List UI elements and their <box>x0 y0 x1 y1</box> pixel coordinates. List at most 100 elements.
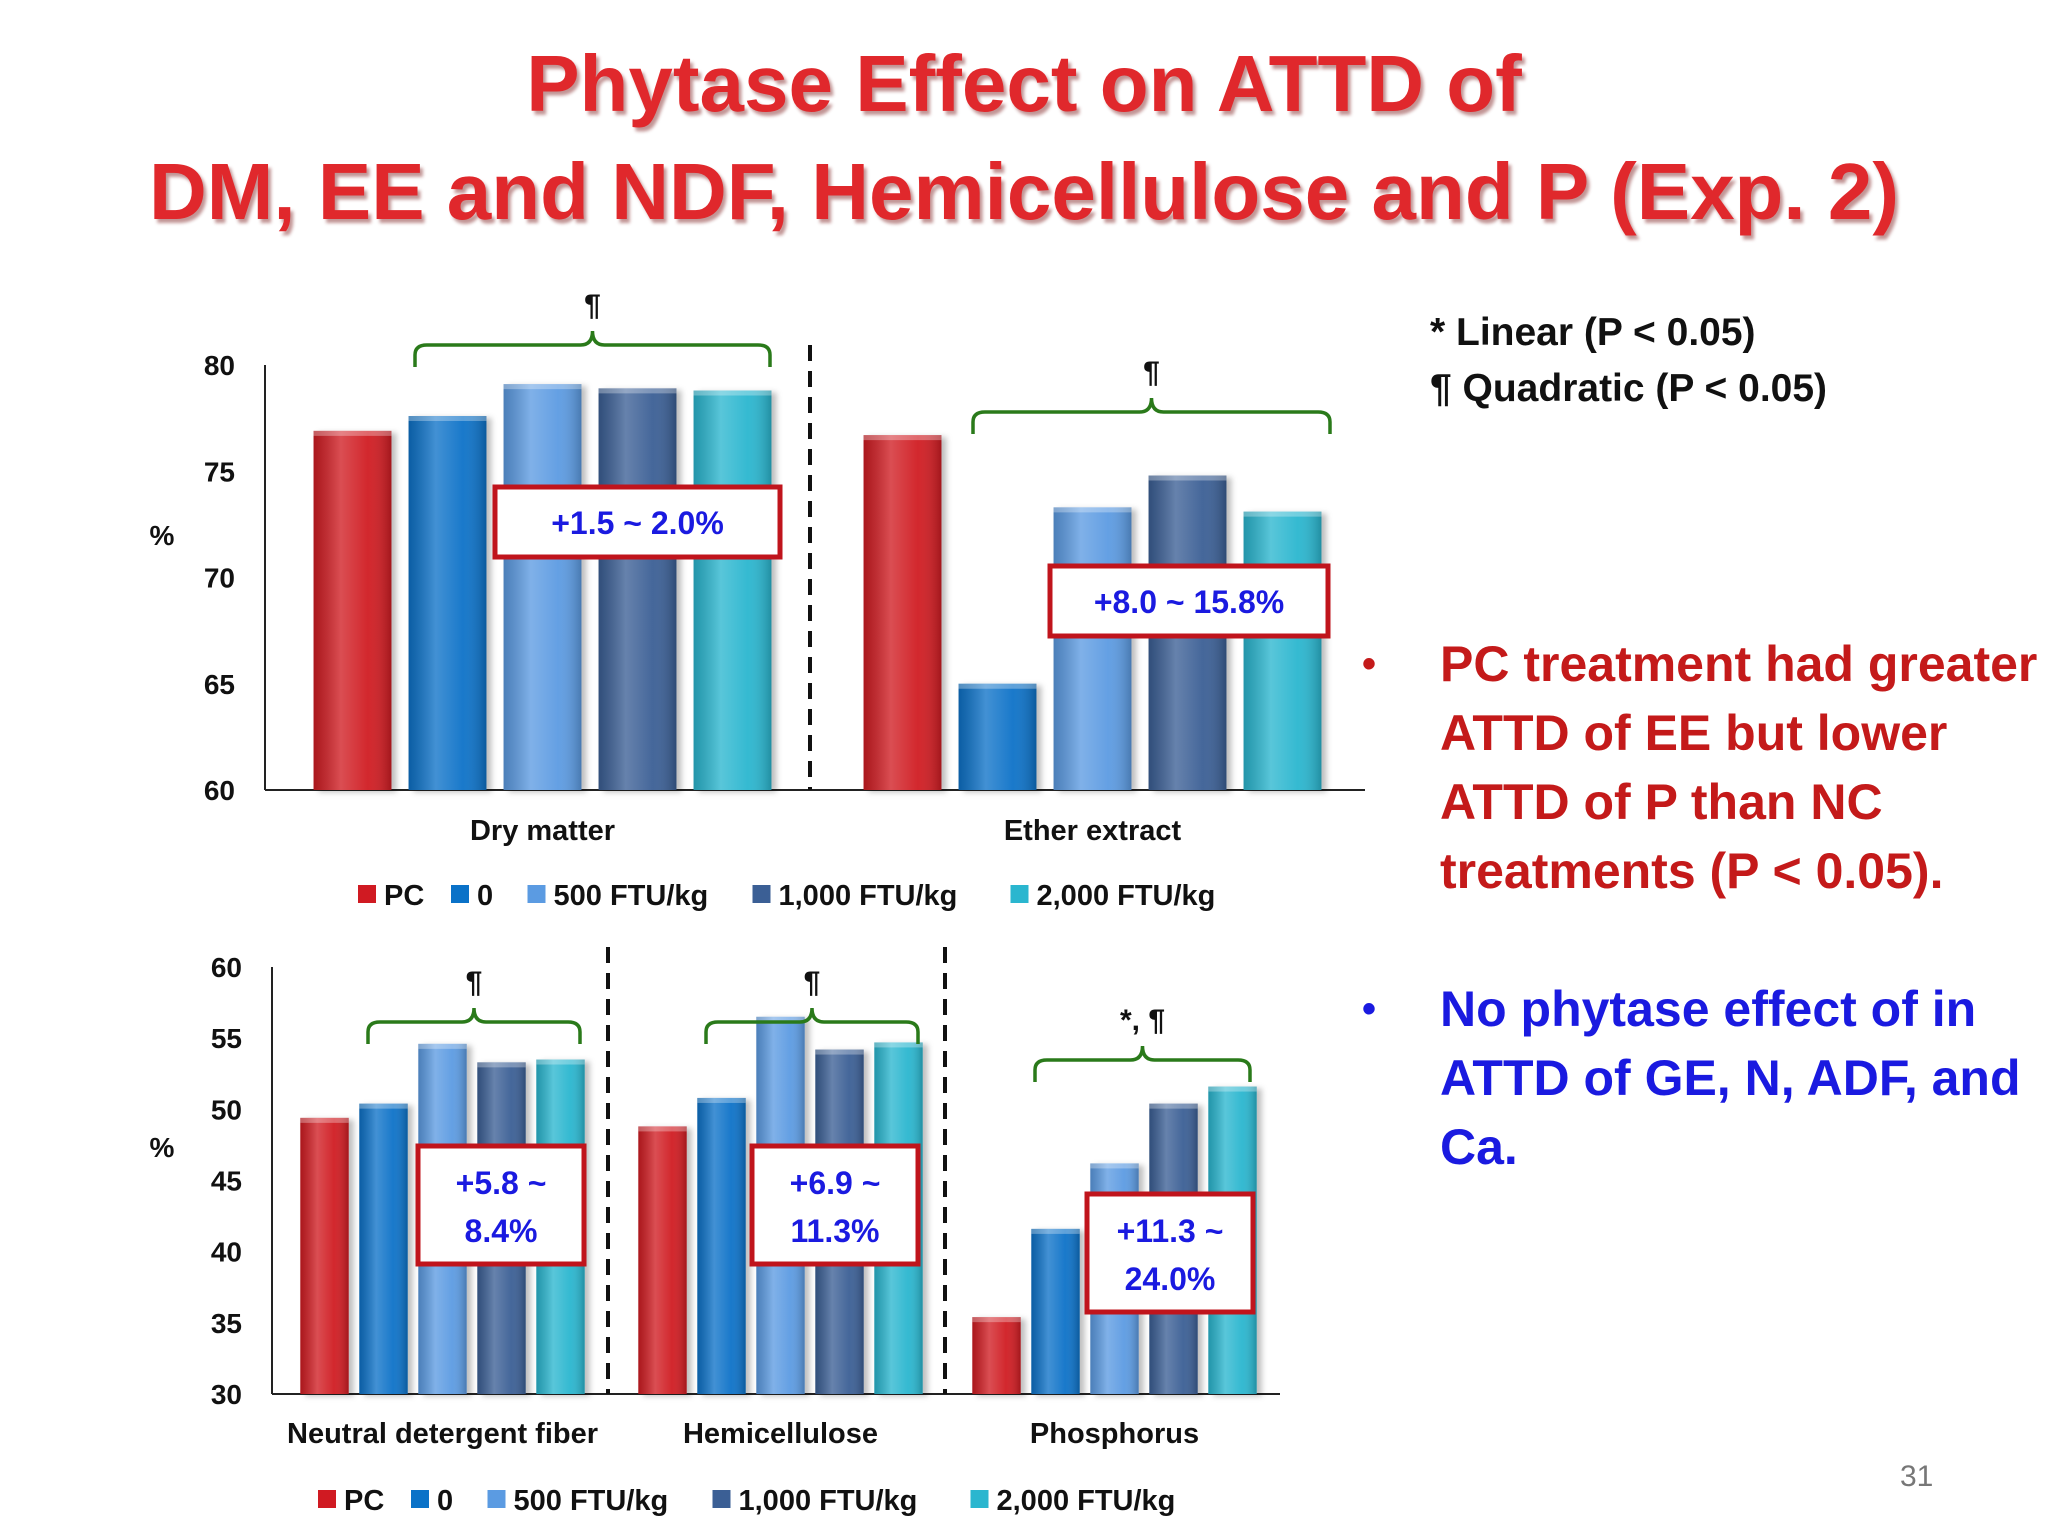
chart-bottom: 30 35 40 45 50 55 60% Neutral detergent fiber He… <box>150 947 1280 1517</box>
bar-hemicellulose-0-top <box>697 1097 746 1103</box>
legend-swatch-500-ftu-kg <box>487 1490 506 1508</box>
significance-notes: * Linear (P < 0.05) ¶ Quadratic (P < 0.0… <box>1430 305 1827 417</box>
bar-dry-matter-pc-top <box>313 430 392 436</box>
significance-mark: *, ¶ <box>1120 1004 1165 1037</box>
legend-label-2-000-ftu-kg: 2,000 FTU/kg <box>997 1485 1176 1517</box>
bar-phosphorus-2-000-ftu-kg-top <box>1208 1086 1257 1092</box>
bar-ether-extract-2-000-ftu-kg-top <box>1243 511 1322 517</box>
legend-swatch-pc <box>358 885 376 903</box>
y-tick-label: 30 <box>211 1379 242 1410</box>
bar-ether-extract-0-gloss <box>958 683 1037 790</box>
bar-dry-matter-0-gloss <box>408 416 487 790</box>
bar-dry-matter-0-top <box>408 416 487 421</box>
y-tick-label: 65 <box>204 669 235 700</box>
y-tick-label: 35 <box>211 1308 242 1339</box>
y-tick-label: 80 <box>204 350 235 381</box>
bar-hemicellulose-0-gloss <box>697 1097 746 1394</box>
bullet-2-text: No phytase effect of in ATTD of GE, N, A… <box>1440 981 2021 1175</box>
legend-swatch-0 <box>451 885 469 903</box>
bar-dry-matter-500-ftu-kg-gloss <box>503 384 582 790</box>
callout-text: +8.0 ~ 15.8% <box>1094 584 1284 620</box>
title-line-1: Phytase Effect on ATTD of <box>526 39 1522 128</box>
bar-neutral-detergent-fiber-pc-top <box>300 1117 349 1123</box>
callout-text-line1: +6.9 ~ <box>790 1165 881 1201</box>
bar-ether-extract-500-ftu-kg-gloss <box>1053 507 1132 790</box>
bullet-1-text: PC treatment had greater ATTD of EE but … <box>1440 636 2038 899</box>
callout-text-line2: 24.0% <box>1125 1261 1216 1297</box>
callout-box <box>749 1143 921 1267</box>
bar-dry-matter-pc-gloss <box>313 430 392 790</box>
bar-neutral-detergent-fiber-0-gloss <box>359 1103 408 1394</box>
bar-hemicellulose-2-000-ftu-kg-top <box>874 1042 923 1048</box>
bar-phosphorus-0-gloss <box>1031 1228 1080 1394</box>
bar-phosphorus-pc-top <box>972 1317 1021 1323</box>
callout-text-line1: +5.8 ~ <box>456 1165 547 1201</box>
legend-swatch-2-000-ftu-kg <box>1010 885 1029 903</box>
callout-text: +1.5 ~ 2.0% <box>551 505 724 541</box>
legend-label-1-000-ftu-kg: 1,000 FTU/kg <box>779 880 958 912</box>
y-tick-label: 75 <box>204 456 235 487</box>
category-label: Hemicellulose <box>683 1418 878 1450</box>
bar-dry-matter-1-000-ftu-kg-top <box>598 388 677 394</box>
callout-text-line1: +11.3 ~ <box>1117 1213 1224 1249</box>
legend-label-500-ftu-kg: 500 FTU/kg <box>514 1485 669 1517</box>
chart-top: 60 65 70 75 80% Dry matter Ether extract ¶ ¶ +1.5… <box>150 289 1365 912</box>
bar-hemicellulose-500-ftu-kg-top <box>756 1016 805 1022</box>
legend-swatch-1-000-ftu-kg <box>712 1490 731 1508</box>
bullet-dot-icon: • <box>1362 642 1377 686</box>
bar-ether-extract-0-top <box>958 683 1037 689</box>
y-tick-label: 40 <box>211 1237 242 1268</box>
bar-neutral-detergent-fiber-500-ftu-kg-top <box>418 1043 467 1049</box>
y-tick-label: 70 <box>204 563 235 594</box>
bar-ether-extract-2-000-ftu-kg-gloss <box>1243 511 1322 790</box>
significance-brace <box>1033 1045 1252 1082</box>
legend-swatch-500-ftu-kg <box>527 885 546 903</box>
legend-label-0: 0 <box>437 1485 453 1517</box>
significance-brace <box>413 330 772 367</box>
bar-dry-matter-2-000-ftu-kg-gloss <box>693 390 772 790</box>
bar-phosphorus-1-000-ftu-kg-top <box>1149 1103 1198 1109</box>
significance-mark: ¶ <box>584 289 601 322</box>
legend-label-1-000-ftu-kg: 1,000 FTU/kg <box>739 1485 918 1517</box>
y-tick-label: 50 <box>211 1094 242 1125</box>
bar-neutral-detergent-fiber-0-top <box>359 1103 408 1109</box>
bar-hemicellulose-pc-gloss <box>638 1126 687 1394</box>
y-tick-label: 45 <box>211 1166 242 1197</box>
legend-swatch-2-000-ftu-kg <box>970 1490 989 1508</box>
category-label: Neutral detergent fiber <box>287 1418 598 1450</box>
bar-phosphorus-pc-gloss <box>972 1317 1021 1394</box>
callout-box <box>1047 563 1331 639</box>
legend-swatch-pc <box>318 1490 336 1508</box>
significance-mark: ¶ <box>1143 356 1160 389</box>
bar-hemicellulose-pc-top <box>638 1126 687 1132</box>
bar-ether-extract-1-000-ftu-kg-top <box>1148 475 1227 481</box>
significance-brace <box>366 1007 582 1044</box>
page-number: 31 <box>1900 1460 1934 1493</box>
bar-neutral-detergent-fiber-1-000-ftu-kg-top <box>477 1062 526 1068</box>
bar-dry-matter-1-000-ftu-kg-gloss <box>598 388 677 790</box>
bar-dry-matter-500-ftu-kg-top <box>503 384 582 390</box>
legend-label-2-000-ftu-kg: 2,000 FTU/kg <box>1037 880 1216 912</box>
category-label: Dry matter <box>470 815 615 847</box>
bar-dry-matter-2-000-ftu-kg-top <box>693 390 772 396</box>
legend-label-500-ftu-kg: 500 FTU/kg <box>554 880 709 912</box>
slide-title: Phytase Effect on ATTD of DM, EE and NDF… <box>0 30 2048 246</box>
title-line-2: DM, EE and NDF, Hemicellulose and P (Exp… <box>148 147 1900 236</box>
significance-brace <box>704 1007 920 1044</box>
bar-neutral-detergent-fiber-pc-gloss <box>300 1117 349 1394</box>
quadratic-note: ¶ Quadratic (P < 0.05) <box>1430 367 1828 410</box>
y-tick-label: 55 <box>211 1023 242 1054</box>
legend-label-0: 0 <box>477 880 493 912</box>
legend-swatch-0 <box>411 1490 429 1508</box>
bar-phosphorus-0-top <box>1031 1228 1080 1234</box>
callout-text-line2: 11.3% <box>791 1213 880 1249</box>
callout-box <box>415 1143 587 1267</box>
category-label: Phosphorus <box>1030 1418 1199 1450</box>
y-axis-label: % <box>150 1132 175 1163</box>
y-tick-label: 60 <box>211 952 242 983</box>
callout-box <box>492 484 783 560</box>
category-label: Ether extract <box>1004 815 1182 847</box>
significance-mark: ¶ <box>466 966 483 999</box>
bar-phosphorus-500-ftu-kg-top <box>1090 1163 1139 1169</box>
